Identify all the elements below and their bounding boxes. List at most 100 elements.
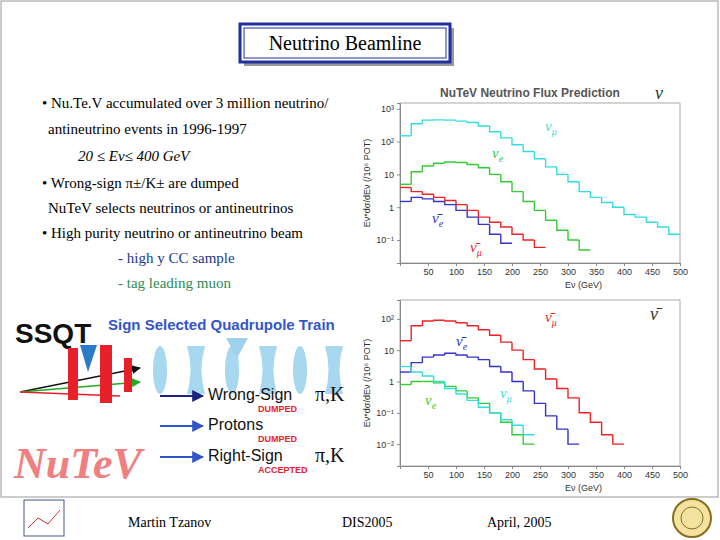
output-status: ACCEPTED <box>258 465 308 475</box>
tick-mark <box>484 466 485 469</box>
histogram-step <box>512 227 523 234</box>
beam-arrow <box>20 368 140 392</box>
histogram-step <box>400 135 411 136</box>
histogram-step <box>467 323 478 326</box>
legend-subscript: μ <box>506 393 512 404</box>
histogram-step <box>411 172 422 184</box>
histogram-step <box>434 119 445 121</box>
histogram-step <box>501 335 512 342</box>
tick-label: 300 <box>561 470 576 480</box>
histogram-step <box>613 435 624 444</box>
tick: 50 <box>423 466 433 480</box>
histogram-step <box>467 163 478 165</box>
histogram-step <box>534 151 545 158</box>
histogram-step <box>400 187 411 188</box>
tick: 200 <box>505 466 520 480</box>
bullet-text: - tag leading muon <box>118 275 231 291</box>
axis-line <box>397 104 401 264</box>
dipole-magnet <box>100 345 112 403</box>
histogram-step <box>602 197 613 202</box>
histogram-step <box>400 366 411 367</box>
histogram-step <box>434 194 445 197</box>
histogram-step <box>422 166 433 172</box>
plot-frame <box>400 300 680 466</box>
tick-label: 100 <box>449 470 464 480</box>
series <box>400 353 579 444</box>
histogram-step <box>501 132 512 138</box>
histogram-step <box>445 353 456 355</box>
histogram-step <box>669 227 680 234</box>
histogram-step <box>568 230 579 240</box>
y-axis: 10⁻¹11010²10³ <box>376 104 400 264</box>
legend-entry: νe <box>425 392 437 411</box>
tick-label: 10⁻² <box>376 439 394 449</box>
histogram-step <box>490 403 501 412</box>
tick: 1 <box>389 203 400 213</box>
histogram-step <box>523 234 534 240</box>
histogram-step <box>445 197 456 200</box>
bullet-text: NuTeV selects neutrinos or antineutrinos <box>48 200 293 216</box>
histogram-step <box>467 121 478 122</box>
histogram-step <box>445 162 456 163</box>
quadrupole-lens <box>153 346 167 394</box>
tick-mark <box>680 263 681 266</box>
tick-mark <box>680 466 681 469</box>
histogram-step <box>478 123 489 126</box>
diagram-acronym: SSQT <box>15 318 91 349</box>
diagram-name: Sign Selected Quadrupole Train <box>108 316 335 333</box>
tick: 300 <box>561 466 576 480</box>
slide-title: Neutrino Beamline <box>269 32 422 54</box>
tick-label: 10⁻¹ <box>376 235 394 245</box>
x-axis-title: Eν (GeV) <box>565 483 602 493</box>
tick-mark <box>624 466 625 469</box>
x-axis: 50100150200250300350400450500 <box>401 466 689 480</box>
tick-label: 50 <box>423 470 433 480</box>
histogram-step <box>490 217 501 222</box>
histogram-step <box>478 165 489 168</box>
tick-label: 450 <box>645 267 660 277</box>
tick-mark <box>540 466 541 469</box>
histogram-step <box>512 422 523 434</box>
tick-label: 450 <box>645 470 660 480</box>
histogram-step <box>579 182 590 192</box>
tick-label: 10³ <box>381 104 394 114</box>
histogram-step <box>501 413 512 422</box>
bullet-text: • Wrong-sign π±/K± are dumped <box>42 175 239 191</box>
bullet-text: - high y CC sample <box>118 250 235 266</box>
footer: Martin TzanovDIS2005April, 2005 <box>24 499 711 537</box>
tick: 500 <box>673 466 688 480</box>
histogram-step <box>501 222 512 227</box>
footer-author: Martin Tzanov <box>128 515 211 530</box>
tick: 150 <box>477 466 492 480</box>
dipole-magnet <box>124 358 132 392</box>
histogram-step <box>512 342 523 350</box>
tick-mark <box>397 319 400 320</box>
histogram-step <box>523 145 534 152</box>
tick: 400 <box>617 263 632 277</box>
tick-mark <box>397 142 400 143</box>
tick: 10⁻² <box>376 439 400 449</box>
histogram-step <box>411 381 422 384</box>
tick: 350 <box>589 263 604 277</box>
tick-mark <box>484 263 485 266</box>
tick-mark <box>652 263 653 266</box>
tick-label: 150 <box>477 267 492 277</box>
histogram-step <box>411 326 422 341</box>
histogram-step <box>467 210 478 217</box>
tick: 200 <box>505 263 520 277</box>
legend-subscript: e <box>432 400 437 411</box>
tick-label: 1 <box>389 203 394 213</box>
tick-label: 10 <box>384 170 394 180</box>
tick-label: 500 <box>673 267 688 277</box>
histogram-step <box>490 224 501 234</box>
histogram-step <box>434 355 445 357</box>
histogram-step <box>590 413 601 422</box>
histogram-step <box>490 407 501 413</box>
histogram-step <box>456 321 467 323</box>
tick: 10³ <box>381 104 400 114</box>
output-label: Protons <box>208 416 263 433</box>
histogram-step <box>422 321 433 326</box>
tick-label: 250 <box>533 470 548 480</box>
plot-frame <box>400 103 680 263</box>
histogram-step <box>534 360 545 369</box>
